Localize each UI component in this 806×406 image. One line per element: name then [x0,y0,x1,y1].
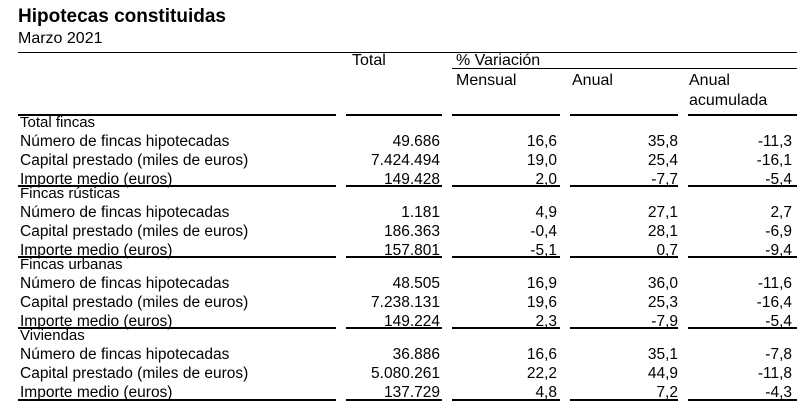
cell-total: 149.428 [383,171,440,188]
cell-mensual: 16,6 [526,133,557,150]
cell-total: 149.224 [383,313,440,330]
cell-mensual: 2,3 [535,313,557,330]
section-rule-3-1 [346,327,442,329]
row-label: Importe medio (euros) [20,384,173,401]
cell-total: 186.363 [383,223,440,240]
cell-anual: 35,8 [647,133,678,150]
header-mensual: Mensual [456,72,517,89]
bottom-rule-1 [346,399,442,401]
bottom-rule-0 [18,399,336,401]
section-rule-2-2 [452,256,560,258]
cell-anual: 25,3 [647,294,678,311]
cell-mensual: 16,9 [526,275,557,292]
cell-total: 49.686 [392,133,440,150]
cell-acumulada: -4,3 [765,384,792,401]
cell-mensual: 22,2 [526,365,557,382]
cell-acumulada: -11,3 [757,133,792,150]
cell-total: 7.424.494 [371,152,440,169]
cell-anual: 36,0 [647,275,678,292]
cell-anual: 27,1 [647,204,678,221]
header-anual-acumulada-line2: acumulada [689,92,768,109]
variacion-rule [452,68,797,69]
cell-anual: 35,1 [647,346,678,363]
cell-acumulada: -5,4 [765,313,792,330]
cell-acumulada: 2,7 [770,204,792,221]
cell-anual: -7,7 [651,171,678,188]
header-variacion: % Variación [456,52,541,69]
cell-acumulada: -11,8 [757,365,792,382]
section-rule-3-2 [452,327,560,329]
page-title: Hipotecas constituidas [18,6,226,27]
section-rule-1-0 [18,185,336,187]
page-subtitle: Marzo 2021 [18,30,103,47]
section-rule-3-4 [688,327,797,329]
header-anual-acumulada-line1: Anual [689,72,730,89]
section-rule-0-1 [346,114,442,116]
section-label: Total fincas [20,114,96,131]
cell-total: 7.238.131 [371,294,440,311]
cell-anual: 25,4 [647,152,678,169]
cell-mensual: -0,4 [530,223,557,240]
section-rule-2-0 [18,256,336,258]
cell-acumulada: -16,4 [756,294,792,311]
bottom-rule-3 [570,399,678,401]
row-label: Número de fincas hipotecadas [20,204,230,221]
cell-mensual: 19,0 [526,152,557,169]
section-rule-1-4 [688,185,797,187]
section-rule-3-3 [570,327,678,329]
row-label: Número de fincas hipotecadas [20,346,230,363]
cell-mensual: 2,0 [535,171,557,188]
section-rule-2-1 [346,256,442,258]
section-rule-2-4 [688,256,797,258]
section-rule-0-2 [452,114,560,116]
cell-mensual: 19,6 [526,294,557,311]
section-label: Fincas urbanas [20,256,123,273]
row-label: Capital prestado (miles de euros) [20,294,249,311]
row-label: Capital prestado (miles de euros) [20,152,249,169]
section-label: Viviendas [20,327,85,344]
section-rule-1-2 [452,185,560,187]
row-label: Número de fincas hipotecadas [20,275,230,292]
cell-anual: 0,7 [656,242,678,259]
section-label: Fincas rústicas [20,185,121,202]
header-anual: Anual [572,72,613,89]
row-label: Capital prestado (miles de euros) [20,223,249,240]
section-rule-0-0 [18,114,336,116]
section-rule-0-3 [570,114,678,116]
row-label: Importe medio (euros) [20,242,173,259]
cell-anual: 7,2 [656,384,678,401]
cell-acumulada: -5,4 [765,171,792,188]
header-top-rule [18,52,797,53]
cell-anual: 44,9 [647,365,678,382]
section-rule-0-4 [688,114,797,116]
cell-total: 157.801 [383,242,440,259]
section-rule-1-1 [346,185,442,187]
bottom-rule-4 [688,399,797,401]
cell-total: 137.729 [383,384,440,401]
cell-total: 36.886 [392,346,440,363]
row-label: Capital prestado (miles de euros) [20,365,249,382]
cell-anual: 28,1 [647,223,678,240]
section-rule-3-0 [18,327,336,329]
cell-acumulada: -9,4 [765,242,792,259]
cell-total: 48.505 [392,275,440,292]
cell-mensual: 4,9 [535,204,557,221]
row-label: Importe medio (euros) [20,313,173,330]
cell-acumulada: -6,9 [765,223,792,240]
section-rule-1-3 [570,185,678,187]
cell-total: 1.181 [401,204,440,221]
cell-anual: -7,9 [651,313,678,330]
section-rule-2-3 [570,256,678,258]
cell-total: 5.080.261 [371,365,440,382]
cell-acumulada: -7,8 [765,346,792,363]
header-total: Total [352,52,386,69]
bottom-rule-2 [452,399,560,401]
cell-acumulada: -11,6 [757,275,792,292]
row-label: Importe medio (euros) [20,171,173,188]
cell-acumulada: -16,1 [756,152,792,169]
cell-mensual: 4,8 [535,384,557,401]
cell-mensual: 16,6 [526,346,557,363]
cell-mensual: -5,1 [530,242,557,259]
row-label: Número de fincas hipotecadas [20,133,230,150]
